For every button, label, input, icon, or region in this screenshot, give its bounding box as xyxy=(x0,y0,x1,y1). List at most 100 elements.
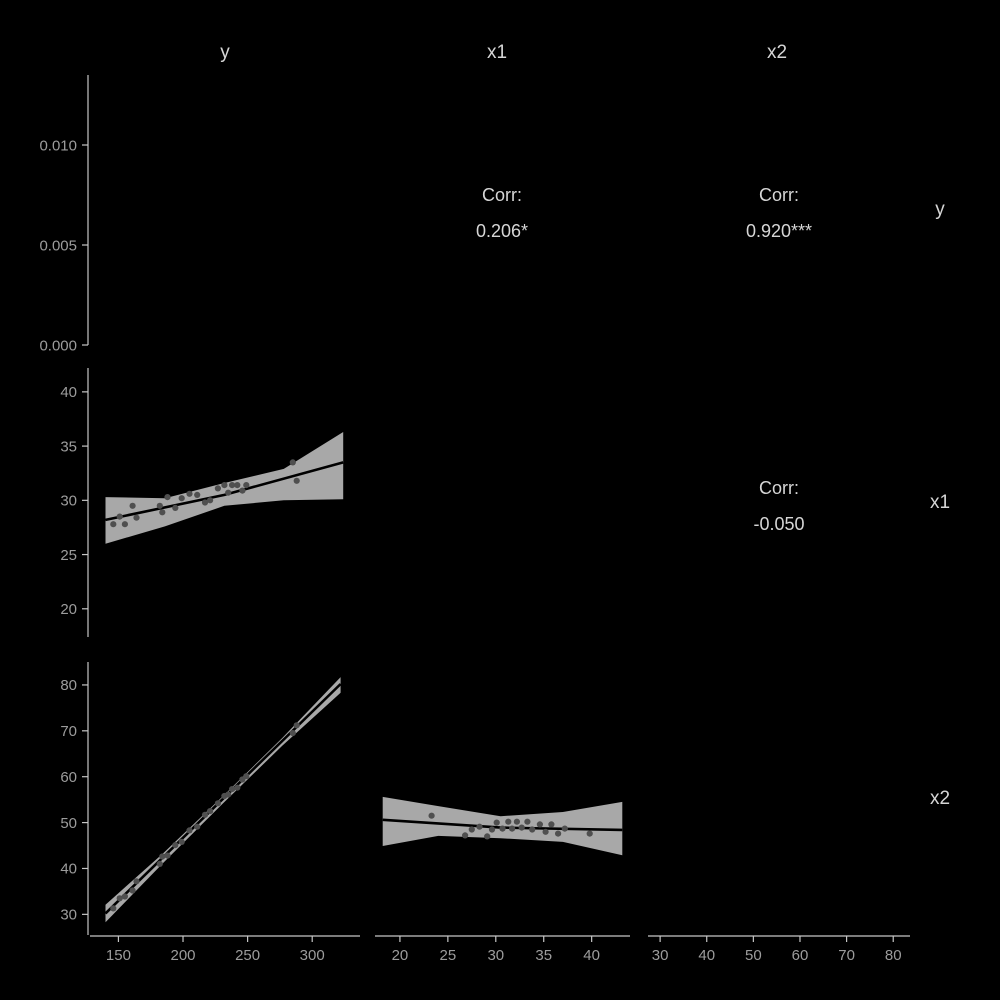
data-point xyxy=(229,482,236,489)
data-point xyxy=(529,826,536,833)
y-axis-tick-label: 30 xyxy=(60,907,77,924)
data-point xyxy=(121,521,128,528)
y-axis-tick-label: 40 xyxy=(60,861,77,878)
corr-value: 0.206* xyxy=(475,221,529,241)
data-point xyxy=(129,887,136,894)
data-point xyxy=(186,490,193,497)
data-point xyxy=(156,502,163,509)
corr-label: Corr: xyxy=(759,185,799,205)
data-point xyxy=(234,784,241,791)
data-point xyxy=(518,824,525,831)
data-point xyxy=(462,832,469,839)
data-point xyxy=(129,502,136,509)
data-point xyxy=(289,459,296,466)
y-axis-tick-label: 70 xyxy=(60,723,77,740)
data-point xyxy=(214,485,221,492)
x-axis-tick-label: 35 xyxy=(535,947,552,964)
data-point xyxy=(513,818,521,825)
corr-panel-y-x1: Corr: 0.206* xyxy=(476,177,528,249)
column-title-x2: x2 xyxy=(766,42,788,63)
data-point xyxy=(225,791,232,798)
data-point xyxy=(243,773,250,780)
data-point xyxy=(186,827,193,834)
data-point xyxy=(239,487,246,494)
data-point xyxy=(172,842,179,849)
x-axis-tick-label: 250 xyxy=(235,947,260,964)
data-point xyxy=(207,497,214,504)
data-point xyxy=(548,821,555,828)
data-point xyxy=(243,482,250,489)
data-point xyxy=(476,823,483,830)
data-point xyxy=(156,860,163,868)
row-strip-label-y: y xyxy=(935,199,945,220)
data-point xyxy=(201,499,209,506)
data-point xyxy=(172,504,179,511)
y-axis-tick-label: 50 xyxy=(60,815,77,832)
x-axis-tick-label: 40 xyxy=(698,947,715,964)
data-point xyxy=(194,491,201,498)
y-axis-tick-label: 0.010 xyxy=(39,137,77,154)
data-point xyxy=(121,893,128,900)
data-point xyxy=(164,852,171,859)
corr-panel-x1-x2: Corr: -0.050 xyxy=(753,470,804,542)
row-strip-label-x1: x1 xyxy=(929,492,951,513)
data-point xyxy=(214,800,221,807)
x-axis-tick-label: 30 xyxy=(652,947,669,964)
smooth-line-scatter-x1-vs-y xyxy=(105,461,344,522)
data-point xyxy=(293,477,300,484)
corr-value: 0.920*** xyxy=(745,221,813,241)
data-point xyxy=(207,808,214,815)
corr-label: Corr: xyxy=(758,478,799,498)
data-point xyxy=(542,828,549,835)
data-point xyxy=(164,494,171,501)
y-axis-tick-label: 35 xyxy=(60,438,77,455)
data-point xyxy=(225,489,232,496)
data-point xyxy=(194,823,201,830)
y-axis-tick-label: 0.000 xyxy=(39,337,77,354)
y-axis-tick-label: 60 xyxy=(60,769,77,786)
data-point xyxy=(201,811,209,818)
data-point xyxy=(468,826,475,833)
data-point xyxy=(289,730,296,737)
y-axis-tick-label: 40 xyxy=(60,384,77,401)
y-axis-tick-label: 25 xyxy=(60,547,77,564)
y-axis-tick-label: 30 xyxy=(60,493,77,510)
column-title-x1: x1 xyxy=(486,42,508,63)
data-point xyxy=(221,482,228,489)
x-axis-tick-label: 40 xyxy=(583,947,600,964)
x-axis-tick-label: 30 xyxy=(487,947,504,964)
data-point xyxy=(293,722,300,729)
data-point xyxy=(555,830,562,837)
data-point xyxy=(116,513,123,520)
data-point xyxy=(428,812,435,819)
corr-label: Corr: xyxy=(482,185,522,205)
data-point xyxy=(229,786,236,793)
data-point xyxy=(493,819,500,826)
corr-panel-y-x2: Corr: 0.920*** xyxy=(746,177,812,249)
x-axis-tick-label: 150 xyxy=(106,947,131,964)
x-axis-tick-label: 60 xyxy=(792,947,809,964)
x-axis-tick-label: 50 xyxy=(745,947,762,964)
x-axis-tick-label: 25 xyxy=(440,947,457,964)
x-axis-tick-label: 20 xyxy=(392,947,409,964)
data-point xyxy=(505,818,512,825)
data-point xyxy=(178,495,185,502)
corr-value: -0.050 xyxy=(753,514,805,534)
data-point xyxy=(110,905,117,912)
data-point xyxy=(159,853,166,860)
data-point xyxy=(178,838,185,846)
y-axis-tick-label: 80 xyxy=(60,677,77,694)
y-axis-tick-label: 0.005 xyxy=(39,237,77,254)
y-axis-tick-label: 20 xyxy=(60,601,77,618)
data-point xyxy=(586,830,593,837)
x-axis-tick-label: 70 xyxy=(838,947,855,964)
data-point xyxy=(488,826,496,833)
x-axis-tick-label: 200 xyxy=(170,947,195,964)
data-point xyxy=(133,878,140,885)
data-point xyxy=(116,895,123,902)
data-point xyxy=(524,818,531,825)
data-point xyxy=(508,825,516,832)
data-point xyxy=(234,482,241,489)
